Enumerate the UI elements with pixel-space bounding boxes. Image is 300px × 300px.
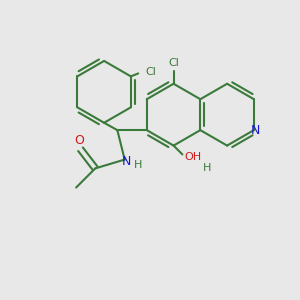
Text: N: N: [122, 154, 131, 167]
Text: Cl: Cl: [145, 67, 156, 77]
Text: O: O: [74, 134, 84, 147]
Text: OH: OH: [184, 152, 201, 162]
Text: H: H: [203, 163, 212, 173]
Text: N: N: [251, 124, 260, 136]
Text: Cl: Cl: [168, 58, 179, 68]
Text: H: H: [134, 160, 142, 170]
